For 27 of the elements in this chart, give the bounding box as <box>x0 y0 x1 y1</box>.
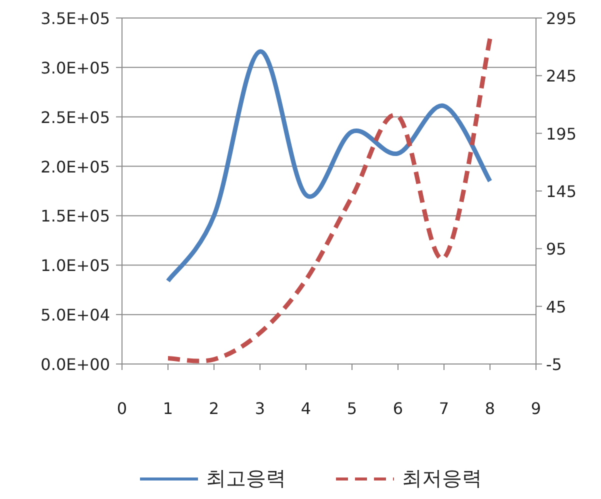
y-tick-label: 2.0E+05 <box>40 157 110 176</box>
y-tick-label: 0.0E+00 <box>40 355 110 374</box>
x-tick-label: 4 <box>300 399 312 418</box>
x-tick-label: 1 <box>162 399 174 418</box>
legend-label: 최고응력 <box>206 466 286 490</box>
y-tick-label: 2.5E+05 <box>40 108 110 127</box>
x-tick-label: 0 <box>116 399 128 418</box>
x-tick-label: 9 <box>530 399 542 418</box>
y2-tick-label: 245 <box>546 66 577 86</box>
y2-tick-label: 195 <box>546 124 577 144</box>
y-tick-label: 1.0E+05 <box>40 256 110 276</box>
x-tick-label: 2 <box>208 399 220 418</box>
y2-tick-label: 145 <box>546 182 577 201</box>
y-tick-label: 5.0E+04 <box>40 306 110 325</box>
y-tick-label: 3.0E+05 <box>40 58 110 78</box>
y2-tick-label: 45 <box>546 297 566 316</box>
x-tick-label: 6 <box>392 399 404 418</box>
y2-tick-label: -5 <box>546 355 562 374</box>
y2-tick-label: 95 <box>546 240 566 259</box>
x-tick-label: 8 <box>484 399 496 418</box>
legend-label: 최저응력 <box>402 466 482 490</box>
x-tick-label: 5 <box>346 399 358 418</box>
x-tick-label: 3 <box>254 399 266 418</box>
x-tick-label: 7 <box>438 399 450 418</box>
y-tick-label: 1.5E+05 <box>40 206 110 226</box>
y2-tick-label: 295 <box>546 9 577 28</box>
y-tick-label: 3.5E+05 <box>40 9 110 28</box>
